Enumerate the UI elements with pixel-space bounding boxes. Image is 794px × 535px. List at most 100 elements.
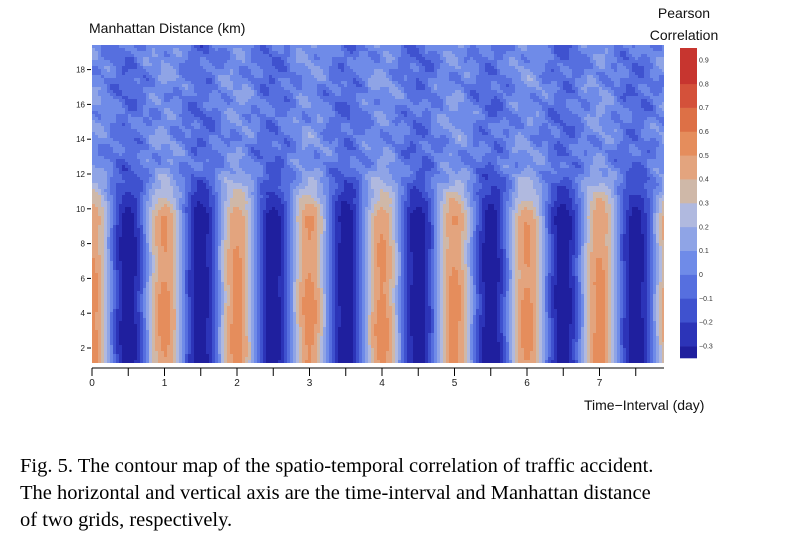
contour-cell: [116, 228, 120, 232]
contour-cell: [212, 246, 216, 250]
contour-cell: [125, 357, 129, 361]
contour-cell: [182, 267, 186, 271]
contour-cell: [98, 324, 102, 328]
contour-cell: [179, 150, 183, 154]
contour-cell: [128, 153, 132, 157]
contour-cell: [209, 54, 213, 58]
contour-cell: [95, 141, 99, 145]
contour-cell: [227, 297, 231, 301]
contour-cell: [104, 135, 108, 139]
contour-cell: [158, 60, 162, 64]
contour-cell: [218, 159, 222, 163]
contour-cell: [224, 108, 228, 112]
contour-cell: [101, 243, 105, 247]
contour-cell: [101, 189, 105, 193]
contour-cell: [167, 72, 171, 76]
contour-cell: [101, 279, 105, 283]
contour-cell: [221, 318, 225, 322]
contour-cell: [143, 264, 147, 268]
contour-cell: [167, 318, 171, 322]
contour-cell: [152, 234, 156, 238]
contour-cell: [134, 300, 138, 304]
contour-cell: [131, 189, 135, 193]
contour-cell: [173, 189, 177, 193]
contour-cell: [134, 333, 138, 337]
contour-cell: [107, 135, 111, 139]
contour-cell: [167, 189, 171, 193]
contour-cell: [122, 222, 126, 226]
contour-cell: [197, 357, 201, 361]
contour-cell: [179, 312, 183, 316]
contour-cell: [119, 108, 123, 112]
contour-cell: [107, 63, 111, 67]
contour-cell: [221, 165, 225, 169]
contour-cell: [170, 54, 174, 58]
contour-cell: [92, 333, 96, 337]
contour-cell: [95, 315, 99, 319]
contour-cell: [206, 357, 210, 361]
contour-cell: [113, 156, 117, 160]
contour-cell: [221, 291, 225, 295]
contour-cell: [215, 357, 219, 361]
contour-cell: [116, 69, 120, 73]
contour-cell: [95, 69, 99, 73]
contour-cell: [149, 144, 153, 148]
contour-cell: [179, 126, 183, 130]
contour-cell: [176, 288, 180, 292]
contour-cell: [146, 120, 150, 124]
contour-cell: [188, 48, 192, 52]
contour-cell: [140, 123, 144, 127]
contour-cell: [215, 174, 219, 178]
contour-cell: [167, 177, 171, 181]
contour-cell: [98, 315, 102, 319]
contour-cell: [197, 321, 201, 325]
contour-cell: [185, 132, 189, 136]
contour-cell: [194, 225, 198, 229]
contour-cell: [212, 111, 216, 115]
contour-cell: [170, 150, 174, 154]
contour-cell: [137, 279, 141, 283]
contour-cell: [95, 78, 99, 82]
contour-cell: [164, 327, 168, 331]
contour-cell: [146, 342, 150, 346]
contour-cell: [128, 111, 132, 115]
contour-cell: [215, 234, 219, 238]
contour-cell: [218, 297, 222, 301]
contour-cell: [194, 120, 198, 124]
contour-cell: [107, 279, 111, 283]
contour-cell: [200, 219, 204, 223]
contour-cell: [221, 300, 225, 304]
contour-cell: [215, 183, 219, 187]
contour-cell: [134, 243, 138, 247]
contour-cell: [116, 285, 120, 289]
contour-cell: [209, 84, 213, 88]
contour-cell: [134, 141, 138, 145]
contour-cell: [149, 63, 153, 67]
contour-cell: [209, 147, 213, 151]
contour-cell: [224, 252, 228, 256]
contour-cell: [221, 279, 225, 283]
contour-cell: [173, 180, 177, 184]
contour-cell: [215, 108, 219, 112]
contour-cell: [116, 60, 120, 64]
contour-cell: [92, 63, 96, 67]
contour-cell: [152, 174, 156, 178]
contour-cell: [194, 141, 198, 145]
contour-cell: [203, 189, 207, 193]
contour-cell: [107, 270, 111, 274]
contour-cell: [224, 273, 228, 277]
contour-cell: [149, 141, 153, 145]
contour-cell: [158, 240, 162, 244]
contour-cell: [173, 309, 177, 313]
contour-cell: [143, 210, 147, 214]
contour-cell: [167, 252, 171, 256]
contour-cell: [206, 294, 210, 298]
contour-cell: [200, 360, 204, 363]
contour-cell: [149, 87, 153, 91]
contour-cell: [200, 48, 204, 52]
contour-cell: [122, 246, 126, 250]
contour-cell: [113, 99, 117, 103]
contour-cell: [137, 141, 141, 145]
contour-cell: [194, 288, 198, 292]
contour-cell: [194, 360, 198, 363]
